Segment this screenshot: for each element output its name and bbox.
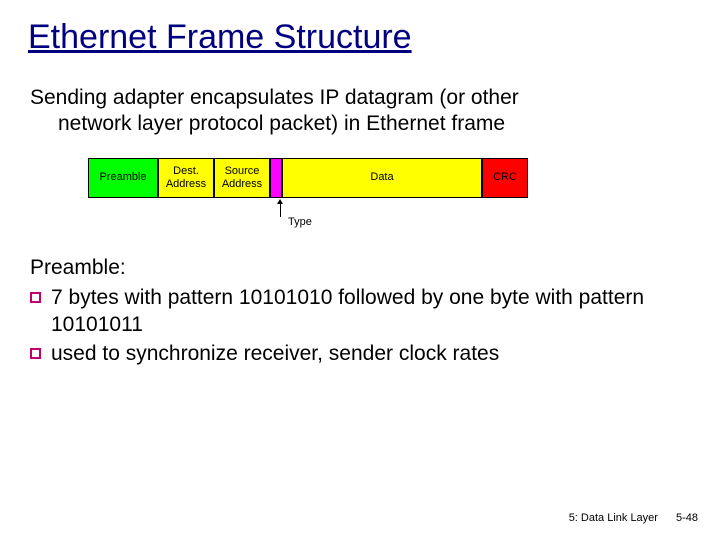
frame-field-3 (270, 158, 282, 198)
footer-page: 5-48 (676, 512, 698, 524)
subtitle-line2: network layer protocol packet) in Ethern… (30, 111, 692, 137)
frame-field-1: Dest. Address (158, 158, 214, 198)
bullet-marker-icon (30, 348, 41, 359)
frame-row: PreambleDest. AddressSource Address DataC… (88, 158, 692, 198)
footer: 5: Data Link Layer 5-48 (569, 512, 698, 524)
type-label: Type (288, 216, 312, 228)
frame-field-5: CRC (482, 158, 528, 198)
type-label-row: Type (88, 198, 692, 238)
subtitle-line1: Sending adapter encapsulates IP datagram… (30, 86, 519, 109)
bullet-list: 7 bytes with pattern 10101010 followed b… (28, 284, 692, 368)
bullet-item: used to synchronize receiver, sender clo… (30, 340, 692, 367)
subtitle: Sending adapter encapsulates IP datagram… (28, 85, 692, 138)
bullet-item: 7 bytes with pattern 10101010 followed b… (30, 284, 692, 339)
bullet-text: used to synchronize receiver, sender clo… (51, 340, 692, 367)
footer-chapter: 5: Data Link Layer (569, 512, 658, 524)
bullet-text: 7 bytes with pattern 10101010 followed b… (51, 284, 692, 339)
frame-diagram: PreambleDest. AddressSource Address DataC… (88, 158, 692, 238)
preamble-heading: Preamble: (28, 256, 692, 280)
type-arrow-line (280, 203, 281, 217)
frame-field-2: Source Address (214, 158, 270, 198)
bullet-marker-icon (30, 292, 41, 303)
frame-field-0: Preamble (88, 158, 158, 198)
page-title: Ethernet Frame Structure (28, 18, 692, 57)
frame-field-4: Data (282, 158, 482, 198)
